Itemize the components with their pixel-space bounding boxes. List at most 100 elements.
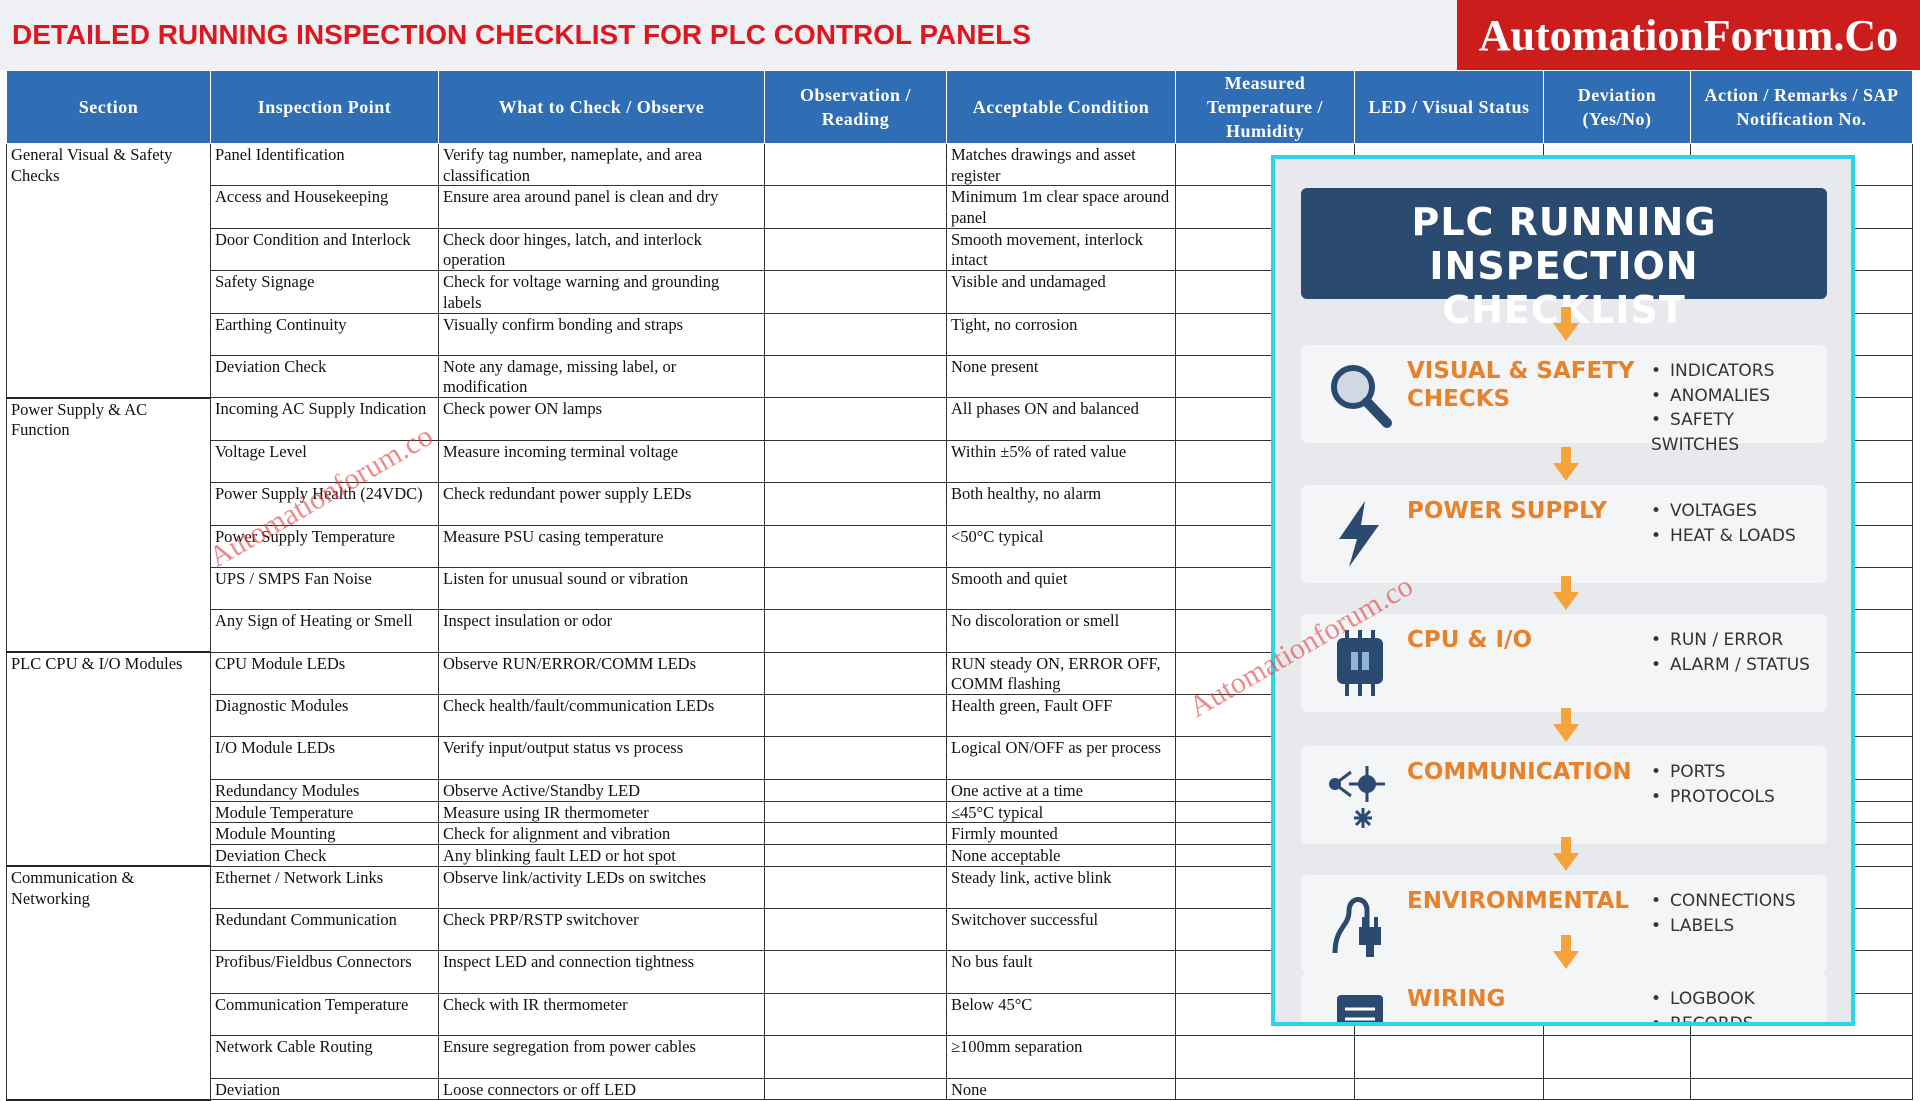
empty-cell xyxy=(764,865,947,910)
column-header: Section xyxy=(6,70,211,144)
table-row: Network Cable Routing Ensure segregation … xyxy=(7,1035,1913,1079)
empty-cell xyxy=(1690,1077,1913,1101)
cell-text: None acceptable xyxy=(951,845,1061,865)
header-row: Section Inspection Point What to Check / O… xyxy=(6,70,1913,144)
cell: Listen for unusual sound or vibration xyxy=(438,566,765,611)
arrow xyxy=(1553,307,1579,341)
bullet: ANOMALIES xyxy=(1651,384,1827,409)
empty-cell xyxy=(1354,1077,1544,1101)
column-header: Action / Remarks / SAP Notification No. xyxy=(1690,70,1913,144)
cell: ≥100mm separation xyxy=(946,1035,1176,1079)
item-card: VISUAL & SAFETY CHECKS INDICATORSANOMALIE… xyxy=(1301,345,1827,455)
summary-panel: PLC RUNNING INSPECTION CHECKLIST VISUAL … xyxy=(1271,155,1855,1026)
item-heading: POWER SUPPLY xyxy=(1407,498,1607,524)
item-heading: VISUAL & SAFETY CHECKS xyxy=(1407,358,1635,412)
cell-text: Check health/fault/communication LEDs xyxy=(443,696,715,716)
item-icon xyxy=(1325,887,1395,961)
cell-text: Incoming AC Supply Indication xyxy=(215,399,427,419)
cell-text: Power Supply Temperature xyxy=(215,526,396,546)
cell-text: Check with IR thermometer xyxy=(443,994,628,1014)
cell: Check with IR thermometer xyxy=(438,992,765,1037)
cell: Loose connectors or off LED xyxy=(438,1077,765,1101)
cell: Both healthy, no alarm xyxy=(946,482,1176,526)
empty-cell xyxy=(764,651,947,696)
cell-text: ≥100mm separation xyxy=(951,1037,1083,1057)
section-name: PLC CPU & I/O Modules xyxy=(11,654,183,674)
empty-cell xyxy=(764,397,947,441)
cell-text: Both healthy, no alarm xyxy=(951,484,1102,504)
arrow xyxy=(1553,837,1579,871)
cell-text: Within ±5% of rated value xyxy=(951,441,1127,461)
item-icon xyxy=(1325,357,1395,431)
cell: Deviation Check xyxy=(210,843,439,867)
cell: One active at a time xyxy=(946,778,1176,802)
section-cell: Power Supply & AC Function xyxy=(6,397,211,654)
cell: Inspect LED and connection tightness xyxy=(438,950,765,994)
cell-text: Health green, Fault OFF xyxy=(951,696,1113,716)
cell-text: Diagnostic Modules xyxy=(215,696,349,716)
cell-text: Observe RUN/ERROR/COMM LEDs xyxy=(443,653,697,673)
cell-text: Note any damage, missing label, or modif… xyxy=(443,356,677,397)
cell: Power Supply Temperature xyxy=(210,524,439,568)
cell: Health green, Fault OFF xyxy=(946,694,1176,738)
cell: Profibus/Fieldbus Connectors xyxy=(210,950,439,994)
item-card: WIRING LOGBOOKRECORDS xyxy=(1301,973,1827,1023)
cell: Module Mounting xyxy=(210,822,439,845)
cell: Check for alignment and vibration xyxy=(438,822,765,845)
item-icon xyxy=(1325,497,1395,571)
cell: Check for voltage warning and grounding … xyxy=(438,270,765,314)
column-header: What to Check / Observe xyxy=(438,70,765,144)
empty-cell xyxy=(764,185,947,229)
cell: Visible and undamaged xyxy=(946,270,1176,314)
cell: Diagnostic Modules xyxy=(210,694,439,738)
column-header: Observation / Reading xyxy=(764,70,947,144)
cell-text: No bus fault xyxy=(951,952,1033,972)
section-name: Communication & Networking xyxy=(11,868,135,908)
cell-text: Inspect LED and connection tightness xyxy=(443,952,695,972)
empty-cell xyxy=(1543,1077,1691,1101)
cell-text: ≤45°C typical xyxy=(951,802,1044,822)
empty-cell xyxy=(764,992,947,1037)
bullet: RECORDS xyxy=(1651,1012,1755,1023)
cell: Door Condition and Interlock xyxy=(210,227,439,272)
cell-text: No discoloration or smell xyxy=(951,611,1120,631)
cell-text: Verify tag number, nameplate, and area c… xyxy=(443,145,703,185)
empty-cell xyxy=(764,1035,947,1079)
cell: Note any damage, missing label, or modif… xyxy=(438,354,765,399)
bullet: LOGBOOK xyxy=(1651,987,1755,1012)
cell-text: Redundant Communication xyxy=(215,910,397,929)
cell: Safety Signage xyxy=(210,270,439,314)
bullet: CONNECTIONS xyxy=(1651,889,1796,914)
bullet: PORTS xyxy=(1651,760,1775,785)
cell-text: Steady link, active blink xyxy=(951,867,1112,887)
cell-text: Observe Active/Standby LED xyxy=(443,780,641,800)
cell: Tight, no corrosion xyxy=(946,312,1176,356)
cell: None acceptable xyxy=(946,843,1176,867)
section-name: General Visual & Safety Checks xyxy=(11,145,173,185)
bullet: PROTOCOLS xyxy=(1651,785,1775,810)
cell-text: Any blinking fault LED or hot spot xyxy=(443,845,676,865)
empty-cell xyxy=(764,950,947,994)
cell: Power Supply Health (24VDC) xyxy=(210,482,439,526)
section-name: Power Supply & AC Function xyxy=(11,399,148,440)
brand: AutomationForum.Co xyxy=(1457,0,1920,70)
empty-cell xyxy=(764,566,947,611)
cell: Voltage Level xyxy=(210,439,439,484)
cell-text: UPS / SMPS Fan Noise xyxy=(215,568,372,588)
item-heading: CPU & I/O xyxy=(1407,627,1532,653)
cell: Ensure segregation from power cables xyxy=(438,1035,765,1079)
item-bullets: VOLTAGESHEAT & LOADS xyxy=(1651,499,1796,548)
cell: Smooth movement, interlock intact xyxy=(946,227,1176,272)
cell-text: Verify input/output status vs process xyxy=(443,738,684,758)
empty-cell xyxy=(764,694,947,738)
empty-cell xyxy=(1690,1035,1913,1079)
cell: Deviation Check xyxy=(210,354,439,399)
empty-cell xyxy=(1543,1035,1691,1079)
cell: Within ±5% of rated value xyxy=(946,439,1176,484)
empty-cell xyxy=(764,822,947,845)
cell-text: Network Cable Routing xyxy=(215,1037,373,1057)
cell: Below 45°C xyxy=(946,992,1176,1037)
cell-text: One active at a time xyxy=(951,780,1083,800)
cell: Firmly mounted xyxy=(946,822,1176,845)
cell-text: Logical ON/OFF as per process xyxy=(951,738,1161,758)
